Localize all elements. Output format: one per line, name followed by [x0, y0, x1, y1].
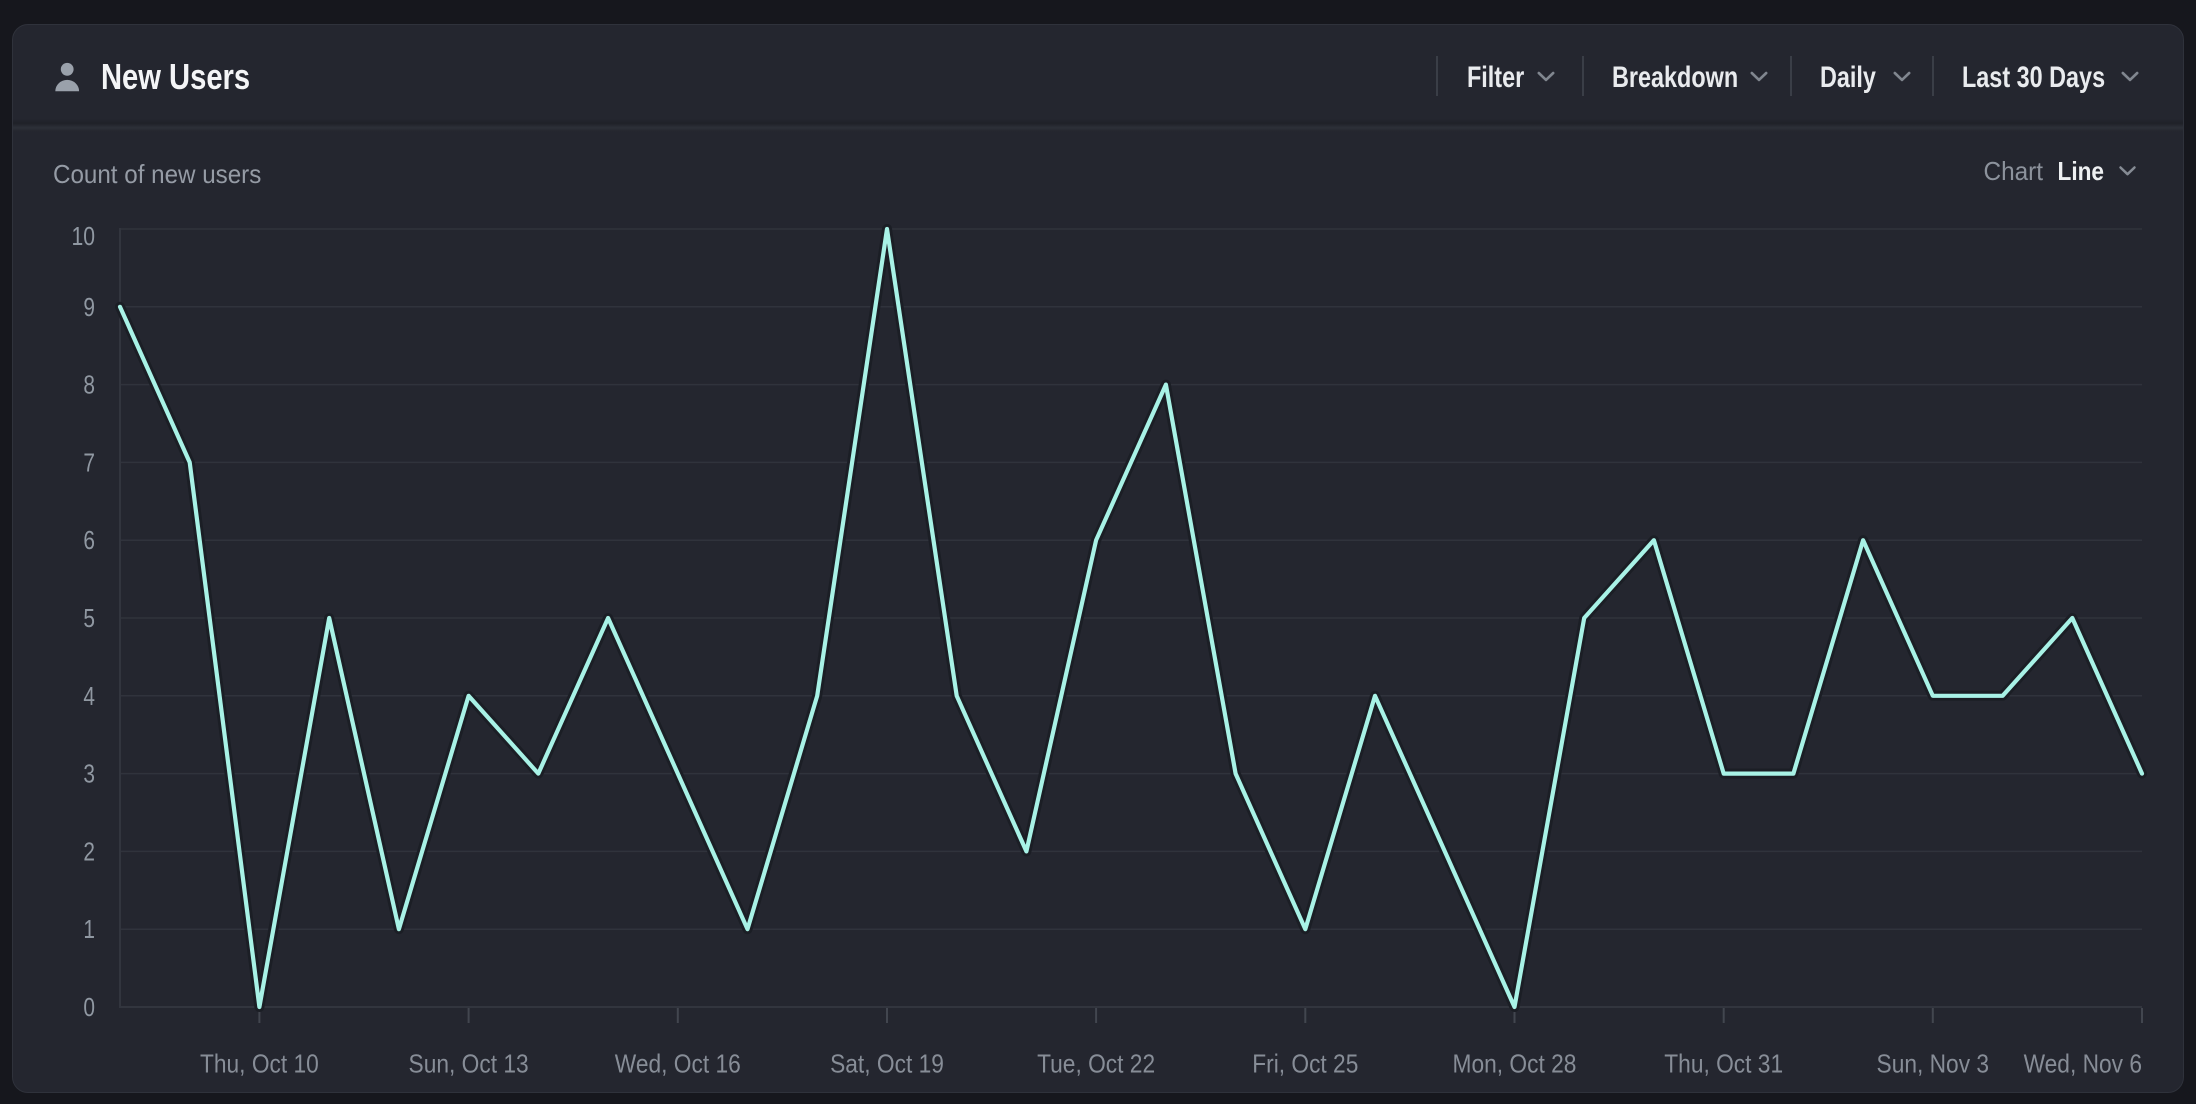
svg-text:Chart: Chart — [1984, 156, 2044, 186]
svg-text:Thu, Oct 31: Thu, Oct 31 — [1664, 1049, 1783, 1079]
svg-text:Fri, Oct 25: Fri, Oct 25 — [1252, 1049, 1358, 1079]
svg-text:7: 7 — [83, 447, 95, 477]
svg-text:Sat, Oct 19: Sat, Oct 19 — [830, 1049, 944, 1079]
svg-text:Sun, Oct 13: Sun, Oct 13 — [409, 1049, 529, 1079]
svg-text:9: 9 — [83, 292, 95, 322]
svg-text:8: 8 — [83, 370, 95, 400]
svg-text:Thu, Oct 10: Thu, Oct 10 — [200, 1049, 319, 1079]
svg-text:Tue, Oct 22: Tue, Oct 22 — [1037, 1049, 1155, 1079]
svg-text:4: 4 — [83, 681, 95, 711]
svg-text:0: 0 — [83, 992, 95, 1022]
svg-text:Line: Line — [2058, 156, 2105, 186]
svg-text:Sun, Nov 3: Sun, Nov 3 — [1877, 1049, 1990, 1079]
svg-text:Wed, Nov 6: Wed, Nov 6 — [2024, 1049, 2142, 1079]
svg-text:5: 5 — [83, 603, 95, 633]
svg-text:10: 10 — [72, 221, 96, 251]
svg-text:2: 2 — [83, 836, 95, 866]
svg-text:3: 3 — [83, 759, 95, 789]
svg-text:1: 1 — [83, 914, 95, 944]
svg-text:Wed, Oct 16: Wed, Oct 16 — [615, 1049, 741, 1079]
svg-text:6: 6 — [83, 525, 95, 555]
svg-text:Mon, Oct 28: Mon, Oct 28 — [1453, 1049, 1577, 1079]
